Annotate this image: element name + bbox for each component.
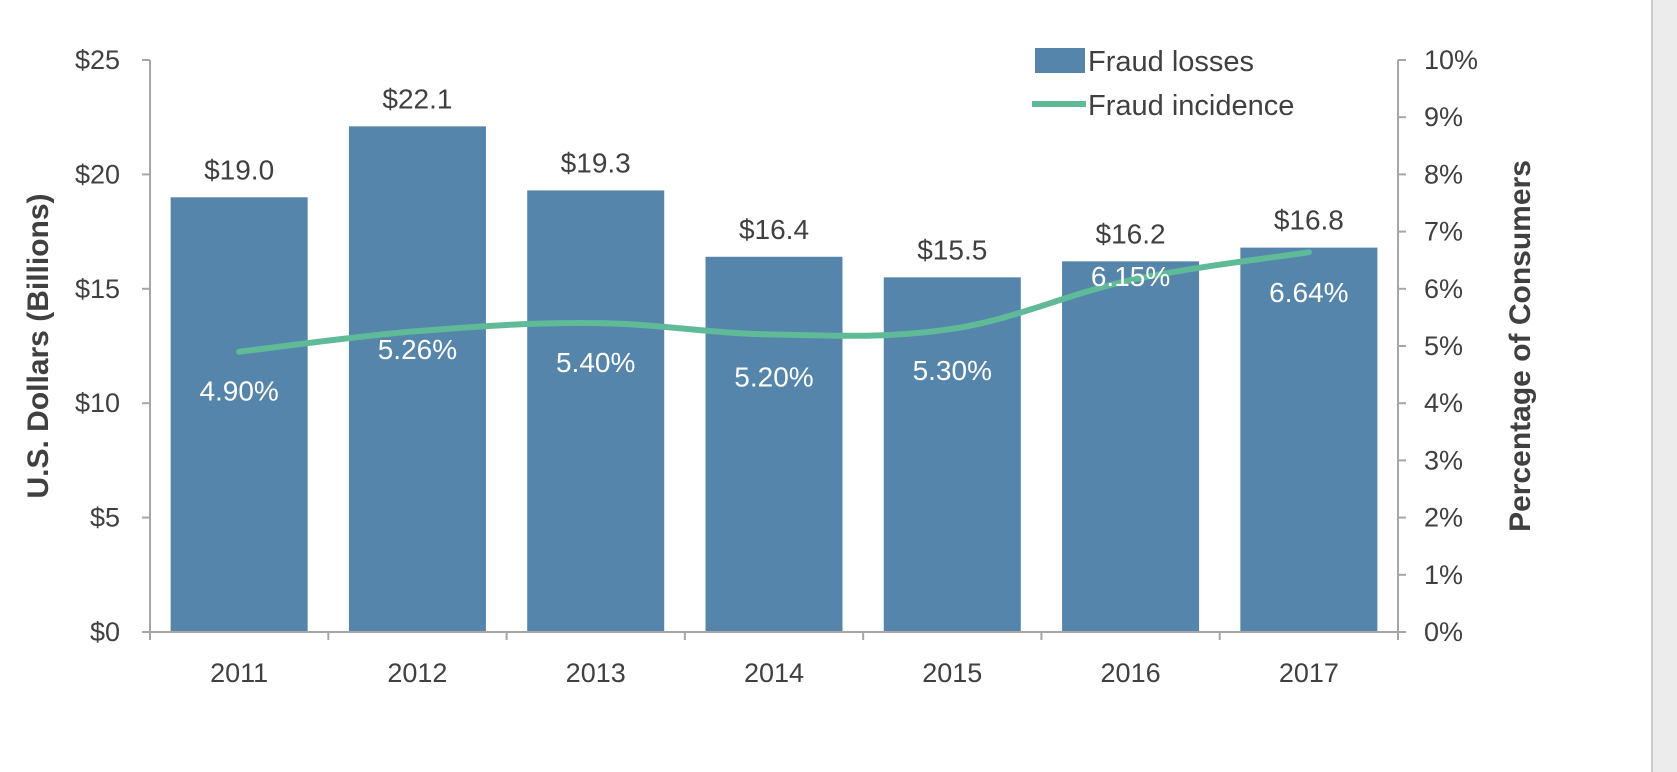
line-value-label: 6.15% xyxy=(1091,261,1170,292)
bar-value-label: $16.2 xyxy=(1096,218,1166,249)
right-tick-label: 2% xyxy=(1424,503,1463,533)
bar-value-label: $15.5 xyxy=(917,234,987,265)
bar-2014 xyxy=(705,256,843,632)
legend-swatch-fraud-losses xyxy=(1035,48,1085,73)
legend-label-fraud-losses: Fraud losses xyxy=(1088,46,1254,78)
right-tick-label: 5% xyxy=(1424,331,1463,361)
line-value-label: 6.64% xyxy=(1269,277,1348,308)
line-value-label: 5.20% xyxy=(734,362,813,393)
x-tick-label: 2011 xyxy=(210,658,268,688)
left-tick-label: $25 xyxy=(75,45,120,75)
line-value-label: 4.90% xyxy=(199,376,278,407)
x-tick-label: 2013 xyxy=(566,658,626,688)
x-tick-label: 2017 xyxy=(1279,658,1339,688)
left-tick-label: $15 xyxy=(75,274,120,304)
legend-label-fraud-incidence: Fraud incidence xyxy=(1088,90,1294,122)
right-tick-label: 7% xyxy=(1424,217,1463,247)
bar-2012 xyxy=(348,126,486,633)
left-tick-label: $5 xyxy=(90,503,120,533)
left-axis-title: U.S. Dollars (Billions) xyxy=(22,193,55,498)
left-tick-label: $20 xyxy=(75,159,120,189)
right-tick-label: 0% xyxy=(1424,617,1463,647)
bars-layer xyxy=(170,126,1378,633)
fraud-incidence-line xyxy=(236,249,1312,355)
right-tick-label: 4% xyxy=(1424,388,1463,418)
right-tick-label: 6% xyxy=(1424,274,1463,304)
legend: Fraud losses Fraud incidence xyxy=(1032,46,1294,122)
bar-2016 xyxy=(1062,261,1200,632)
bar-value-label: $19.0 xyxy=(204,154,274,185)
bar-2011 xyxy=(170,197,308,632)
x-tick-label: 2016 xyxy=(1101,658,1161,688)
right-tick-label: 8% xyxy=(1424,159,1463,189)
bar-value-label: $19.3 xyxy=(561,147,631,178)
left-tick-label: $10 xyxy=(75,388,120,418)
ticks-layer: $0 $5 $10 $15 $20 $25 0% 1% 2% 3% 4% 5% 6% 7% 8% 9% 10% 2… xyxy=(75,45,1478,688)
x-tick-label: 2012 xyxy=(387,658,447,688)
bar-value-label: $16.8 xyxy=(1274,205,1344,236)
right-tick-label: 1% xyxy=(1424,560,1463,590)
labels-layer: $19.0 $22.1 $19.3 $16.4 $15.5 $16.2 $16.8 4.90%… xyxy=(199,83,1348,406)
bar-value-label: $22.1 xyxy=(382,83,452,114)
line-value-label: 5.26% xyxy=(378,334,457,365)
bar-2013 xyxy=(527,190,665,632)
line-value-label: 5.30% xyxy=(913,355,992,386)
bar-2017 xyxy=(1240,247,1378,632)
line-value-label: 5.40% xyxy=(556,347,635,378)
right-tick-label: 9% xyxy=(1424,102,1463,132)
right-tick-label: 3% xyxy=(1424,445,1463,475)
left-tick-label: $0 xyxy=(90,617,120,647)
bar-value-label: $16.4 xyxy=(739,214,809,245)
right-tick-label: 10% xyxy=(1424,45,1478,75)
line-layer xyxy=(236,249,1312,355)
x-tick-label: 2015 xyxy=(922,658,982,688)
right-axis-title: Percentage of Consumers xyxy=(1504,160,1537,532)
x-tick-label: 2014 xyxy=(744,658,804,688)
